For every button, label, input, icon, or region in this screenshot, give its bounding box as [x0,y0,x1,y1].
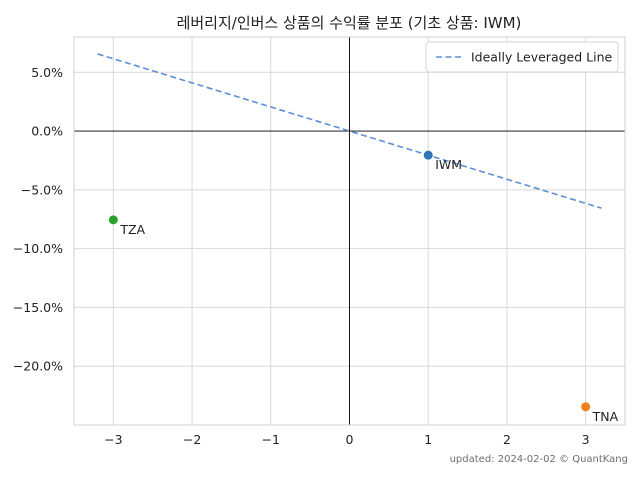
chart-title: 레버리지/인버스 상품의 수익률 분포 (기초 상품: IWM) [177,14,522,32]
point-iwm [423,150,433,160]
y-tick-label: 0.0% [31,124,63,139]
series-layer [97,53,602,209]
points-layer: IWM TNA TZA [108,150,619,424]
y-tick-label: −20.0% [13,359,63,374]
x-tick-label: 2 [503,432,511,447]
legend-box [425,41,619,73]
legend-label: Ideally Leveraged Line [471,50,613,65]
point-tna [581,402,591,412]
point-label-iwm: IWM [435,157,462,172]
x-tick-label: 0 [346,432,354,447]
y-tick-label: −15.0% [13,300,63,315]
legend: Ideally Leveraged Line [425,41,619,73]
y-tick-label: −10.0% [13,241,63,256]
y-tick-label: 5.0% [31,65,63,80]
footer-credit: updated: 2024-02-02 © QuantKang [449,454,628,465]
point-tza [108,215,118,225]
tick-labels: −3 −2 −1 0 1 2 3 5.0% 0.0% −5.0% −10.0% −15.0% −20.0… [13,65,590,447]
y-tick-label: −5.0% [21,182,63,197]
ideal-leverage-line [97,53,602,209]
x-tick-label: −1 [262,432,280,447]
point-label-tna: TNA [592,409,619,424]
plot-frame [73,36,626,426]
x-tick-label: 3 [582,432,590,447]
x-tick-label: 1 [424,432,432,447]
point-label-tza: TZA [119,222,145,237]
zero-axes [74,37,625,425]
x-tick-label: −2 [183,432,201,447]
x-tick-label: −3 [104,432,122,447]
